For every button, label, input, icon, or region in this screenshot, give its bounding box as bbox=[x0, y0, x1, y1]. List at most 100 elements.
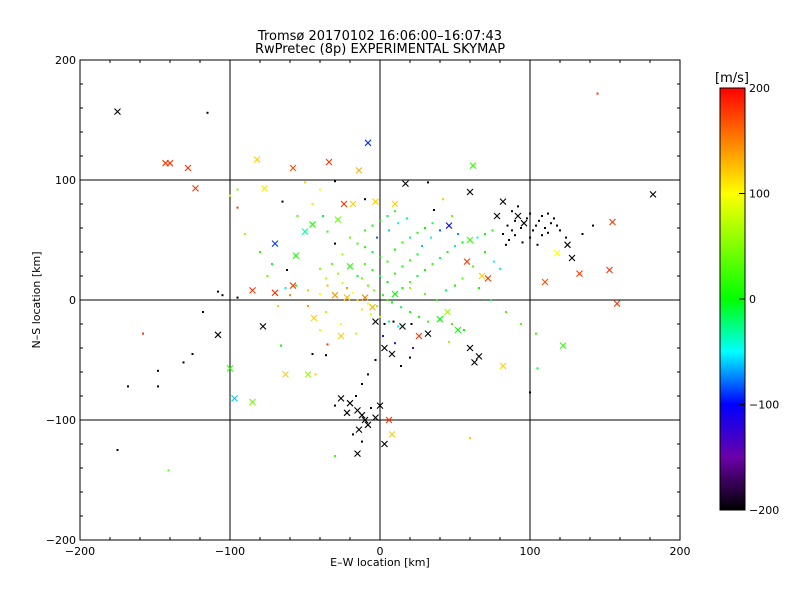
data-point-cross bbox=[475, 353, 483, 360]
data-point-dot bbox=[559, 229, 561, 232]
data-point-cross bbox=[493, 212, 501, 220]
data-point-dot bbox=[409, 281, 411, 283]
data-point-dot bbox=[397, 325, 399, 328]
data-point-cross bbox=[301, 228, 309, 235]
data-point-dot bbox=[236, 296, 239, 299]
data-point-dot bbox=[341, 282, 344, 285]
x-tick-label: −100 bbox=[215, 545, 245, 558]
x-tick-label: 200 bbox=[670, 545, 691, 558]
data-point-dot bbox=[370, 313, 372, 316]
data-point-cross bbox=[361, 294, 369, 301]
chart-title-line2: RwPretec (8p) EXPERIMENTAL SKYMAP bbox=[255, 42, 505, 57]
data-point-dot bbox=[394, 272, 396, 275]
data-point-dot bbox=[526, 217, 528, 220]
data-point-dot bbox=[236, 188, 239, 191]
chart-title-line1: Tromsø 20170102 16:06:00–16:07:43 bbox=[257, 29, 502, 44]
data-point-dot bbox=[341, 253, 344, 256]
data-point-cross bbox=[613, 300, 621, 307]
data-point-dot bbox=[457, 233, 459, 235]
data-point-dot bbox=[535, 224, 537, 227]
data-point-dot bbox=[202, 311, 204, 313]
data-point-cross bbox=[609, 218, 616, 226]
data-point-cross bbox=[369, 303, 376, 311]
data-point-cross bbox=[391, 200, 399, 208]
data-point-cross bbox=[385, 416, 393, 424]
data-point-dot bbox=[511, 210, 513, 213]
data-point-cross bbox=[372, 198, 379, 205]
data-point-dot bbox=[326, 343, 329, 346]
data-point-dot bbox=[565, 236, 567, 239]
y-tick-label: −100 bbox=[46, 414, 76, 427]
data-point-cross bbox=[331, 291, 339, 299]
data-point-cross bbox=[381, 344, 388, 352]
data-point-dot bbox=[427, 320, 429, 323]
data-point-dot bbox=[325, 277, 327, 280]
x-tick-label: −200 bbox=[65, 545, 95, 558]
data-point-dot bbox=[157, 385, 159, 388]
data-point-dot bbox=[478, 287, 480, 289]
data-point-dot bbox=[244, 233, 246, 235]
data-point-dot bbox=[547, 212, 549, 215]
data-point-cross bbox=[372, 318, 379, 325]
data-point-dot bbox=[326, 230, 329, 233]
data-point-dot bbox=[401, 287, 404, 289]
data-point-cross bbox=[381, 440, 388, 448]
data-point-cross bbox=[471, 359, 478, 366]
data-point-cross bbox=[309, 221, 316, 228]
data-point-dot bbox=[529, 212, 531, 215]
data-point-dot bbox=[167, 469, 170, 472]
x-axis-label: E–W location [km] bbox=[330, 556, 430, 569]
data-point-cross bbox=[520, 219, 528, 227]
data-point-dot bbox=[431, 263, 434, 265]
data-point-cross bbox=[226, 365, 234, 372]
data-point-dot bbox=[541, 234, 543, 237]
data-point-dot bbox=[469, 437, 471, 439]
data-point-dot bbox=[490, 299, 492, 301]
data-point-dot bbox=[379, 255, 381, 258]
data-point-cross bbox=[415, 332, 423, 340]
data-point-dot bbox=[349, 236, 351, 239]
data-point-dot bbox=[442, 198, 444, 201]
data-point-cross bbox=[292, 252, 300, 259]
plot-area bbox=[80, 60, 680, 540]
data-point-dot bbox=[364, 229, 366, 232]
data-point-cross bbox=[364, 421, 372, 429]
data-point-cross bbox=[355, 167, 363, 174]
data-point-dot bbox=[340, 323, 342, 325]
data-point-dot bbox=[529, 236, 531, 239]
data-point-dot bbox=[229, 194, 231, 197]
data-point-cross bbox=[499, 198, 507, 205]
data-point-dot bbox=[529, 391, 531, 394]
data-point-dot bbox=[596, 92, 599, 95]
y-tick-label: −200 bbox=[46, 534, 76, 547]
data-point-dot bbox=[394, 342, 396, 345]
data-point-dot bbox=[386, 215, 389, 217]
data-point-dot bbox=[544, 227, 546, 229]
data-point-dot bbox=[383, 323, 386, 325]
data-point-dot bbox=[266, 275, 269, 277]
y-axis-ticks: −200 −100 0 100 200 bbox=[46, 54, 680, 547]
data-point-cross bbox=[310, 314, 318, 322]
data-point-cross bbox=[469, 162, 477, 169]
data-point-dot bbox=[538, 219, 540, 222]
data-point-dot bbox=[409, 259, 411, 262]
data-point-dot bbox=[493, 260, 495, 263]
data-point-cross bbox=[304, 371, 312, 378]
data-point-dot bbox=[499, 267, 501, 270]
data-point-cross bbox=[388, 431, 396, 438]
data-point-dot bbox=[521, 241, 524, 244]
data-point-dot bbox=[355, 332, 357, 335]
data-point-dot bbox=[142, 332, 144, 335]
y-tick-label: 200 bbox=[55, 54, 76, 67]
data-point-cross bbox=[325, 158, 333, 166]
data-point-cross bbox=[466, 188, 474, 196]
colorbar-tick-label: 100 bbox=[749, 188, 770, 201]
data-point-cross bbox=[354, 450, 361, 457]
data-point-dot bbox=[371, 269, 374, 271]
data-point-cross bbox=[337, 395, 345, 402]
data-point-dot bbox=[370, 407, 372, 409]
data-point-dot bbox=[406, 217, 408, 220]
data-point-cross bbox=[271, 289, 279, 297]
data-point-dot bbox=[182, 361, 185, 364]
data-point-dot bbox=[532, 229, 534, 232]
